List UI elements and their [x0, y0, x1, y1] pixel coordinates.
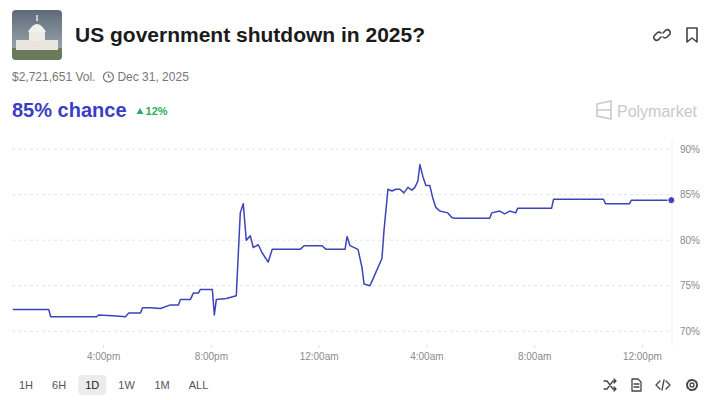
- x-tick-label: 12:00am: [300, 351, 339, 362]
- x-tick-label: 4:00am: [410, 351, 443, 362]
- y-tick-label: 80%: [680, 235, 700, 246]
- up-arrow: [137, 108, 144, 114]
- range-button[interactable]: 6H: [52, 379, 66, 391]
- y-axis-line: [672, 140, 673, 345]
- clock-face: [103, 72, 113, 82]
- dome: [28, 24, 46, 32]
- clock-icon: [103, 72, 113, 82]
- building: [16, 40, 58, 50]
- link-part: [663, 30, 670, 38]
- code-icon[interactable]: [656, 380, 670, 390]
- change: 12%: [146, 105, 168, 117]
- shuffle-icon[interactable]: [604, 379, 616, 391]
- y-tick-label: 85%: [680, 189, 700, 200]
- x-tick-label: 12:00pm: [623, 351, 662, 362]
- range-label: 6H: [52, 379, 66, 391]
- title: US government shutdown in 2025?: [75, 23, 425, 46]
- range-selected-bg: [78, 375, 106, 395]
- y-tick-label: 70%: [680, 326, 700, 337]
- range-button[interactable]: 1D: [78, 375, 106, 395]
- series-line: [13, 165, 671, 317]
- range-label: ALL: [189, 379, 209, 391]
- grid-line: [12, 194, 672, 195]
- range-label: 1W: [118, 379, 135, 391]
- x-tick-label: 8:00am: [518, 351, 551, 362]
- clock-hands: [108, 74, 111, 77]
- x-tick-label: 4:00pm: [87, 351, 120, 362]
- range-button[interactable]: 1M: [154, 379, 169, 391]
- chance: 85% chance: [12, 99, 127, 121]
- tool-icons: [604, 379, 697, 391]
- range-label: 1H: [19, 379, 33, 391]
- link-part: [654, 32, 661, 40]
- range-label: 1M: [154, 379, 169, 391]
- spire: [36, 15, 37, 21]
- thumbnail: [12, 10, 62, 60]
- thumbnail-art: [12, 10, 62, 60]
- grid-line: [12, 149, 672, 150]
- link-icon[interactable]: [654, 30, 671, 41]
- x-tick: [642, 345, 643, 348]
- y-tick-label: 90%: [680, 144, 700, 155]
- drum: [29, 31, 45, 41]
- range-button[interactable]: 1H: [19, 379, 33, 391]
- document-icon[interactable]: [632, 379, 641, 391]
- grid-line: [12, 331, 672, 332]
- brand-logo: [597, 101, 611, 119]
- sky: [12, 10, 62, 60]
- volume: $2,721,651 Vol.: [12, 70, 95, 84]
- x-tick: [534, 345, 535, 348]
- end-date: Dec 31, 2025: [117, 70, 189, 84]
- page: US government shutdown in 2025? $2,721,65…: [0, 0, 711, 400]
- x-tick: [103, 345, 104, 348]
- bookmark-icon[interactable]: [687, 28, 697, 42]
- range-label: 1D: [85, 379, 99, 391]
- end-marker: [668, 197, 675, 204]
- x-tick: [211, 345, 212, 348]
- x-tick-label: 8:00pm: [195, 351, 228, 362]
- brand: Polymarket: [617, 103, 698, 120]
- x-tick: [319, 345, 320, 348]
- range-button[interactable]: ALL: [189, 379, 209, 391]
- plot-area: [13, 165, 675, 317]
- range-button[interactable]: 1W: [118, 379, 135, 391]
- x-tick: [426, 345, 427, 348]
- settings-icon[interactable]: [687, 380, 697, 390]
- grid-line: [12, 285, 672, 286]
- grid-line: [12, 240, 672, 241]
- y-tick-label: 75%: [680, 280, 700, 291]
- settings-icon-center[interactable]: [690, 383, 694, 387]
